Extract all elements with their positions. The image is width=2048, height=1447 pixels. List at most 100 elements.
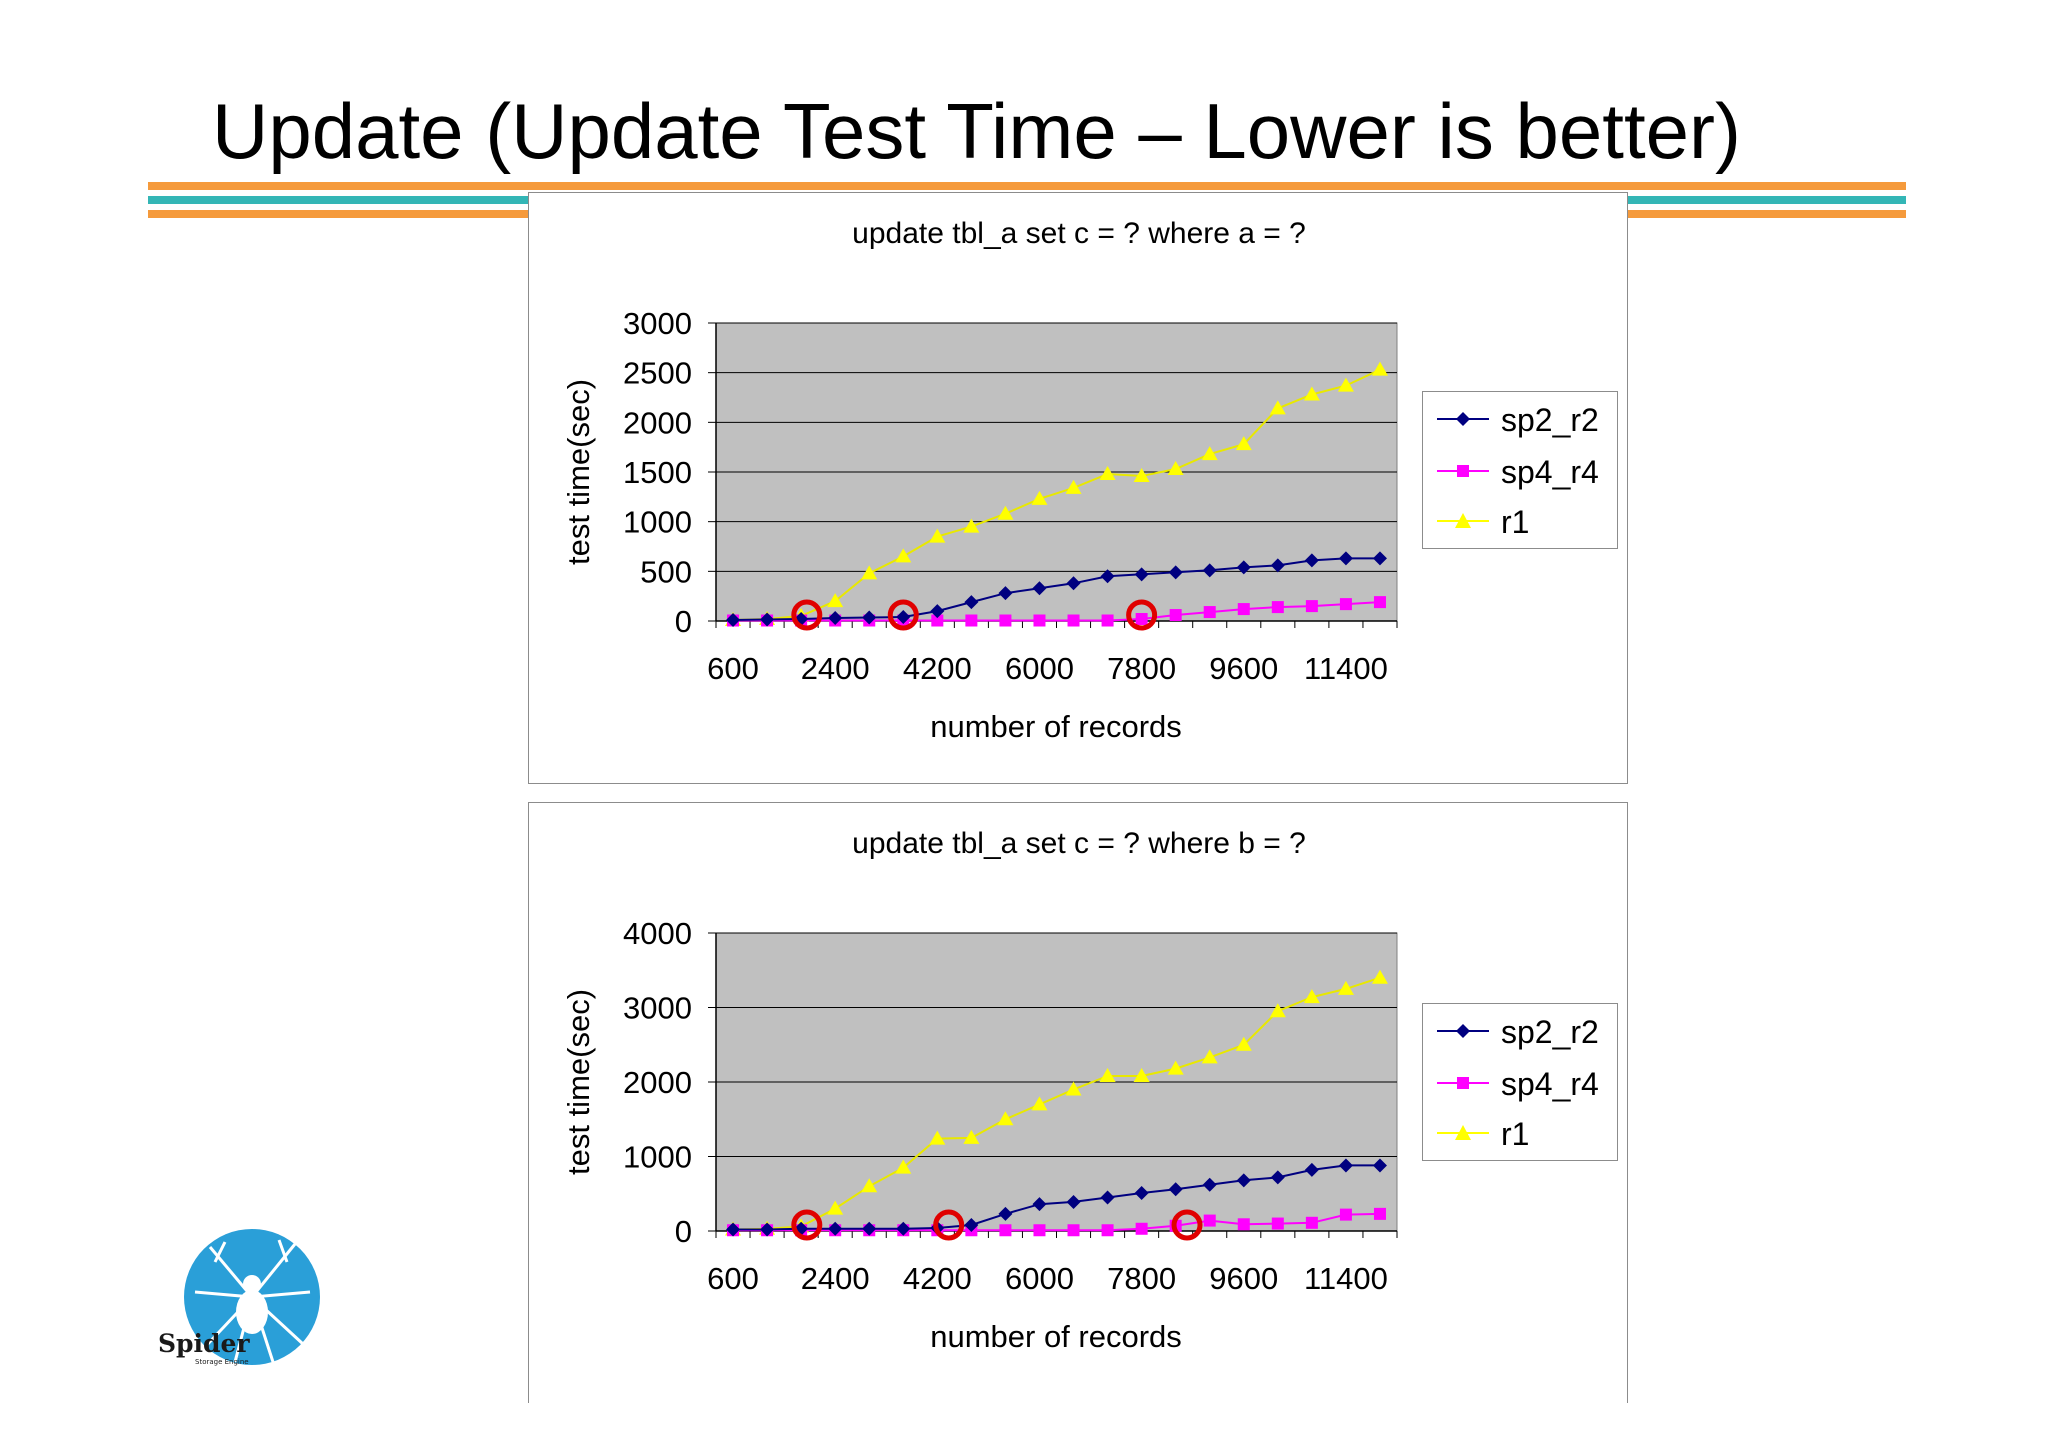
legend-label: sp4_r4	[1501, 454, 1599, 490]
data-point-r1	[1031, 490, 1048, 505]
legend-item-sp4-r4: sp4_r4	[1433, 452, 1613, 492]
y-tick-label: 3000	[623, 991, 692, 1026]
data-point-r1	[1065, 479, 1082, 494]
data-point-sp4_r4	[1203, 1214, 1216, 1227]
x-tick-label: 9600	[1209, 651, 1278, 686]
title-underline-top	[148, 182, 1906, 190]
page-title: Update (Update Test Time – Lower is bett…	[212, 87, 1741, 175]
data-point-sp4_r4	[1237, 1218, 1250, 1231]
data-point-r1	[1167, 461, 1184, 476]
data-point-sp2_r2	[1372, 551, 1387, 566]
data-point-r1	[895, 1159, 912, 1174]
data-point-sp4_r4	[1033, 614, 1046, 627]
chart-title: update tbl_a set c = ? where a = ?	[852, 217, 1306, 250]
data-point-r1	[861, 565, 878, 580]
data-point-sp4_r4	[1169, 609, 1182, 622]
data-point-r1	[895, 548, 912, 563]
data-point-sp4_r4	[1271, 1217, 1284, 1230]
y-tick-label: 0	[675, 1214, 692, 1249]
data-point-r1	[963, 518, 980, 533]
data-point-sp4_r4	[931, 614, 944, 627]
data-point-sp2_r2	[1066, 1194, 1081, 1209]
data-point-sp2_r2	[1270, 558, 1285, 573]
data-point-sp2_r2	[896, 1221, 911, 1236]
data-point-sp4_r4	[1135, 1222, 1148, 1235]
data-point-r1	[1269, 400, 1286, 415]
data-point-sp2_r2	[964, 1218, 979, 1233]
legend-swatch	[1437, 465, 1489, 477]
y-tick-label: 500	[640, 554, 692, 589]
legend-item-sp2-r2: sp2_r2	[1433, 400, 1613, 440]
y-tick-label: 3000	[623, 306, 692, 341]
data-point-sp4_r4	[1305, 600, 1318, 613]
x-tick-label: 2400	[801, 1261, 870, 1296]
highlight-circle	[933, 1209, 965, 1241]
data-point-sp2_r2	[930, 604, 945, 619]
highlight-circle	[1126, 599, 1158, 631]
data-point-r1	[1099, 465, 1116, 480]
x-tick-label: 9600	[1209, 1261, 1278, 1296]
data-point-sp4_r4	[999, 614, 1012, 627]
data-point-sp2_r2	[1168, 1182, 1183, 1197]
data-point-sp4_r4	[1067, 1224, 1080, 1237]
chart-panel-1: update tbl_a set c = ? where a = ? 0 500 10…	[528, 192, 1628, 784]
data-point-sp2_r2	[1100, 569, 1115, 584]
data-point-sp4_r4	[1373, 596, 1386, 609]
x-axis-label: number of records	[930, 709, 1182, 744]
y-tick-label: 2500	[623, 356, 692, 391]
data-point-sp4_r4	[1101, 614, 1114, 627]
data-point-sp4_r4	[1339, 598, 1352, 611]
data-point-r1	[1303, 386, 1320, 401]
data-point-sp2_r2	[896, 610, 911, 625]
data-point-r1	[1099, 1068, 1116, 1083]
data-point-r1	[1133, 1068, 1150, 1083]
x-tick-label: 600	[707, 1261, 759, 1296]
chart-panel-2: update tbl_a set c = ? where b = ? 0 1000 2…	[528, 802, 1628, 1403]
chart-2-svg: update tbl_a set c = ? where b = ? 0 1000 2…	[561, 827, 1398, 1354]
chart-1-svg: update tbl_a set c = ? where a = ? 0 500 10…	[561, 217, 1398, 744]
legend-item-r1: r1	[1433, 1114, 1613, 1154]
data-point-sp2_r2	[760, 1222, 775, 1237]
data-point-sp2_r2	[1270, 1170, 1285, 1185]
legend-swatch	[1437, 1077, 1489, 1089]
legend-item-r1: r1	[1433, 502, 1613, 542]
chart-title: update tbl_a set c = ? where b = ?	[852, 827, 1306, 860]
y-tick-label: 0	[675, 604, 692, 639]
data-point-r1	[1133, 467, 1150, 482]
x-axis-label: number of records	[930, 1319, 1182, 1354]
data-point-sp2_r2	[1338, 551, 1353, 566]
data-point-r1	[1303, 989, 1320, 1004]
data-point-r1	[1065, 1081, 1082, 1096]
data-point-sp4_r4	[1339, 1208, 1352, 1221]
data-point-sp4_r4	[1237, 603, 1250, 616]
y-axis-label: test time(sec)	[561, 379, 596, 565]
data-point-r1	[997, 505, 1014, 520]
data-point-r1	[963, 1129, 980, 1144]
x-tick-label: 7800	[1107, 1261, 1176, 1296]
data-point-sp4_r4	[1305, 1216, 1318, 1229]
legend-label: sp2_r2	[1501, 1014, 1599, 1050]
data-point-sp2_r2	[828, 611, 843, 626]
legend-swatch	[1437, 412, 1489, 426]
data-point-r1	[1201, 446, 1218, 461]
data-point-sp2_r2	[1032, 581, 1047, 596]
legend-swatch	[1437, 1024, 1489, 1038]
data-point-r1	[1235, 1036, 1252, 1051]
highlight-circle	[791, 1209, 823, 1241]
data-point-sp2_r2	[998, 586, 1013, 601]
data-point-sp2_r2	[1304, 553, 1319, 568]
data-point-sp2_r2	[760, 612, 775, 627]
chart-1-legend: sp2_r2 sp4_r4 r1	[1422, 391, 1618, 549]
x-tick-label: 4200	[903, 651, 972, 686]
highlight-circle	[791, 599, 823, 631]
y-tick-label: 1000	[623, 505, 692, 540]
data-point-sp2_r2	[998, 1206, 1013, 1221]
data-point-sp2_r2	[1304, 1162, 1319, 1177]
data-point-r1	[1235, 436, 1252, 451]
legend-label: sp2_r2	[1501, 402, 1599, 438]
legend-label: r1	[1501, 1116, 1530, 1152]
data-point-sp2_r2	[1134, 1186, 1149, 1201]
legend-label: r1	[1501, 504, 1530, 540]
data-point-sp4_r4	[999, 1224, 1012, 1237]
y-axis-label: test time(sec)	[561, 989, 596, 1175]
